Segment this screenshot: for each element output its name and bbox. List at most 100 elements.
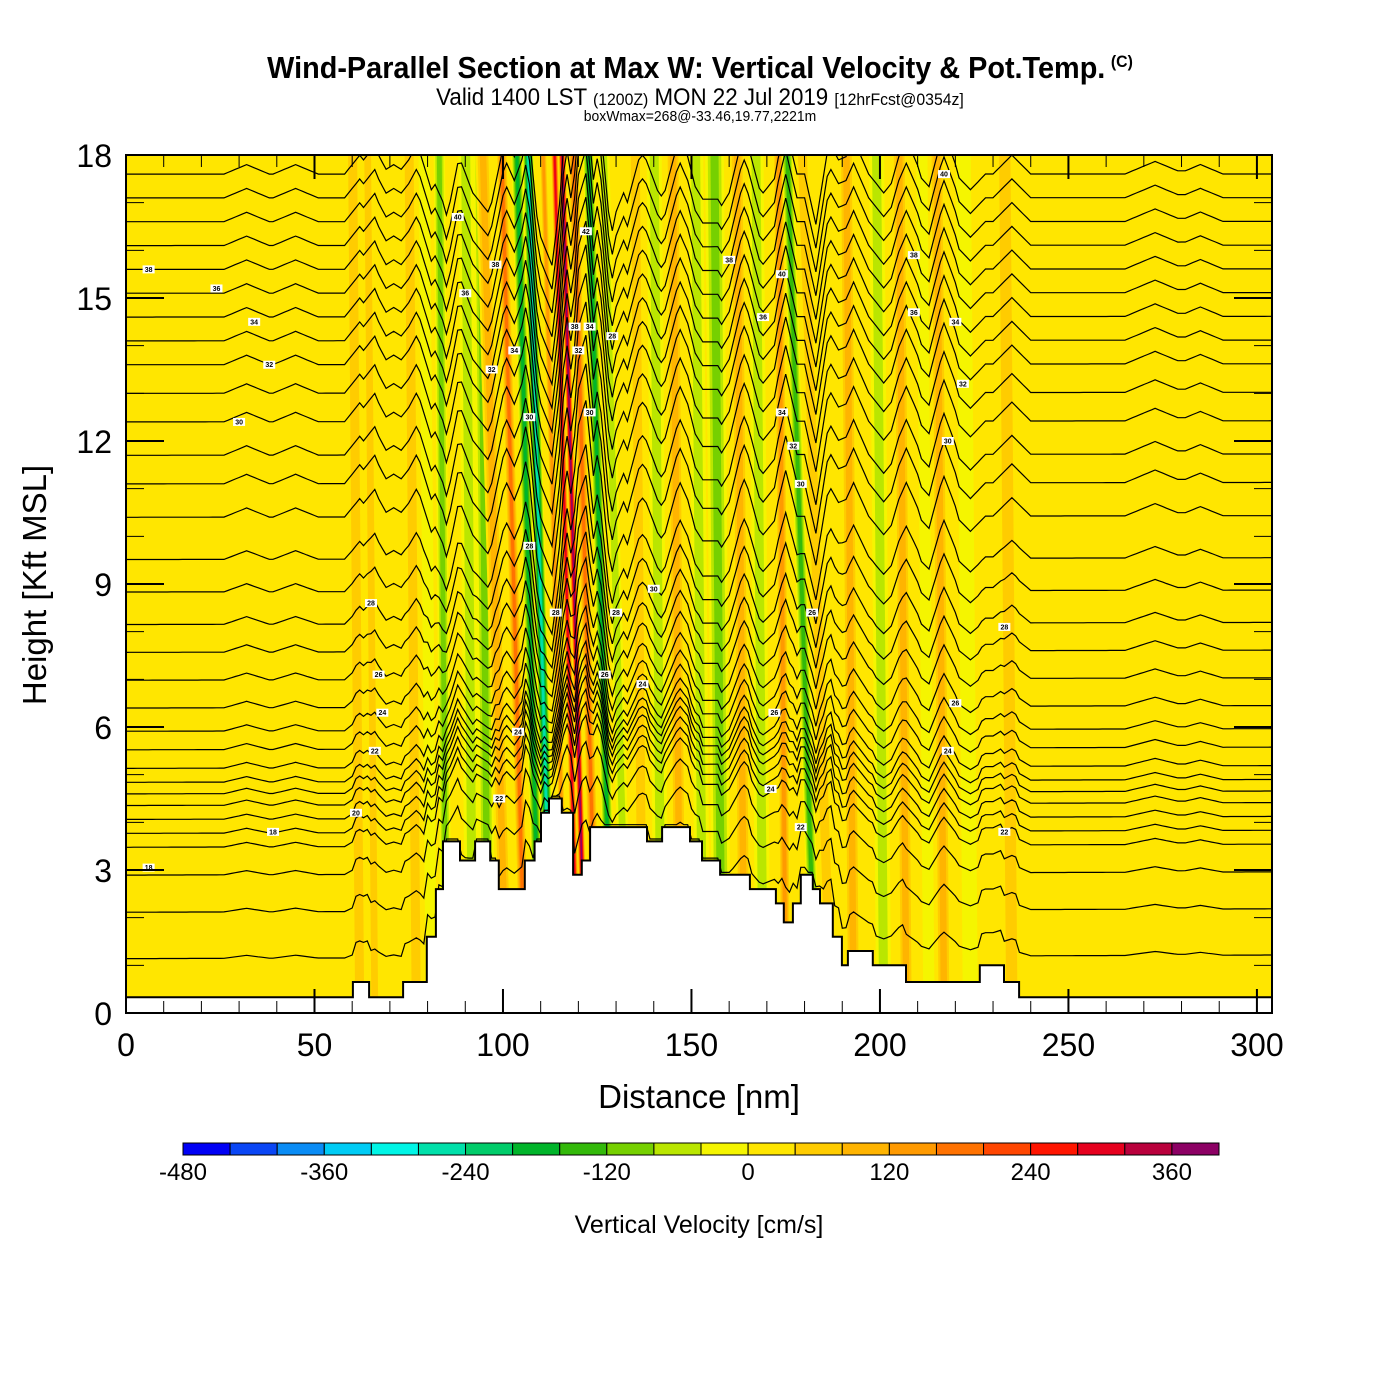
w-band-25-2 (710, 155, 726, 1013)
contour-label: 28 (365, 599, 378, 608)
contour-label: 22 (998, 827, 1011, 836)
x-tick-labels: 0 50 100 150 200 250 300 (117, 1027, 1284, 1063)
contour-label: 26 (806, 608, 819, 617)
theta-contour-15 (126, 505, 1272, 670)
contour-label-text: 24 (514, 729, 522, 736)
colorbar-tick-label: -240 (442, 1159, 490, 1186)
w-band-26-2 (733, 155, 748, 1013)
contour-label: 40 (938, 170, 951, 179)
subtitle-forecast: [12hrFcst@0354z] (834, 90, 964, 109)
contour-label-text: 36 (461, 291, 469, 298)
colorbar-tick-label: 360 (1152, 1159, 1192, 1186)
w-band-29-3 (785, 155, 818, 1013)
w-band-8-0 (448, 155, 468, 1013)
theta-contour-23 (126, 244, 1272, 458)
x-tick-label: 150 (665, 1027, 718, 1063)
contour-label: 36 (210, 284, 223, 293)
contour-label: 30 (523, 413, 536, 422)
contour-label: 32 (787, 441, 800, 450)
w-band-2-1 (348, 155, 365, 1013)
colorbar-swatch (370, 1142, 419, 1156)
y-tick-labels: 0 3 6 9 12 15 18 (76, 138, 112, 1032)
w-band-23-2 (669, 155, 684, 1013)
contour-label: 22 (794, 823, 807, 832)
contour-label-text: 40 (940, 172, 948, 179)
theta-contour-11 (126, 604, 1272, 736)
colorbar-tick-label: -120 (583, 1159, 631, 1186)
contour-label-text: 30 (650, 586, 658, 593)
contour-label-text: 24 (639, 682, 647, 689)
y-tick-label: 3 (94, 853, 112, 889)
theta-contour-24 (126, 220, 1272, 435)
contour-label: 28 (998, 622, 1011, 631)
theta-contour-25 (126, 197, 1272, 411)
y-tick-label: 15 (76, 281, 112, 317)
colorbar-labels: -480 -360 -240 -120 0 120 240 360 (159, 1159, 1192, 1186)
contour-label: 28 (549, 608, 562, 617)
contour-label: 38 (142, 265, 155, 274)
contour-label-text: 22 (495, 796, 503, 803)
y-tick-label: 9 (94, 567, 112, 603)
contour-label: 26 (372, 670, 385, 679)
x-tick-label: 100 (476, 1027, 529, 1063)
colorbar-tick-label: -360 (300, 1159, 348, 1186)
theta-contour-9 (126, 639, 1272, 771)
w-band-6-0 (418, 155, 438, 1013)
colorbar-swatch (229, 1142, 278, 1156)
contour-label: 32 (572, 346, 585, 355)
contour-label: 42 (579, 227, 592, 236)
theta-contour-27 (126, 155, 1272, 363)
contour-label: 30 (794, 479, 807, 488)
contour-label-text: 36 (910, 310, 918, 317)
colorbar-swatch (1171, 1142, 1220, 1156)
colorbar-swatch (559, 1142, 608, 1156)
w-band-1-0 (277, 155, 307, 1013)
contour-label: 20 (349, 808, 362, 817)
contour-label: 40 (451, 212, 464, 221)
theta-contour-30 (126, 155, 1272, 290)
contour-label: 36 (907, 308, 920, 317)
contour-label-text: 30 (797, 481, 805, 488)
contour-label: 28 (523, 541, 536, 550)
contour-label-text: 24 (378, 710, 386, 717)
contour-label-text: 22 (1000, 829, 1008, 836)
contour-label-text: 38 (571, 324, 579, 331)
terrain-profile (126, 797, 1272, 1013)
contour-label-text: 28 (552, 610, 560, 617)
contour-label-text: 28 (367, 601, 375, 608)
colorbar-swatch (794, 1142, 843, 1156)
contour-label: 18 (267, 827, 280, 836)
colorbar-swatch (1030, 1142, 1079, 1156)
contour-label: 24 (512, 727, 525, 736)
contour-label: 38 (723, 255, 736, 264)
contour-label: 34 (248, 317, 261, 326)
x-tick-label: 50 (297, 1027, 333, 1063)
contour-label-text: 26 (375, 672, 383, 679)
colorbar-swatch (841, 1142, 890, 1156)
w-band-34-0 (916, 155, 935, 1013)
contour-label: 32 (263, 360, 276, 369)
y-tick-label: 6 (94, 710, 112, 746)
contour-label-text: 30 (586, 410, 594, 417)
w-band-5-1 (404, 155, 421, 1013)
contour-label-text: 32 (488, 367, 496, 374)
contour-label-text: 28 (612, 610, 620, 617)
colorbar-swatch (276, 1142, 325, 1156)
contour-label: 38 (907, 251, 920, 260)
terrain (126, 797, 1272, 1013)
w-band-37-1 (999, 155, 1018, 1013)
contour-label: 32 (485, 365, 498, 374)
contour-label: 34 (583, 322, 596, 331)
theta-contour-5 (126, 687, 1272, 820)
contour-label-text: 30 (525, 415, 533, 422)
w-band-21-1 (630, 155, 647, 1013)
theta-contour-26 (126, 173, 1272, 387)
contour-label: 24 (941, 746, 954, 755)
colorbar-swatch (983, 1142, 1032, 1156)
contour-label-text: 30 (944, 439, 952, 446)
w-band-24-1 (691, 155, 708, 1013)
contour-label: 28 (606, 332, 619, 341)
contour-label-text: 28 (1000, 624, 1008, 631)
theta-contour-12 (126, 582, 1272, 714)
colorbar-swatch (747, 1142, 796, 1156)
